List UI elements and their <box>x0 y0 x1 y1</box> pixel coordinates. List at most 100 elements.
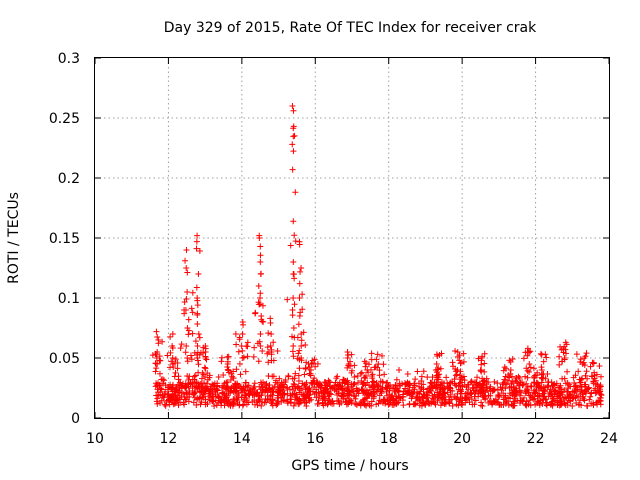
data-point <box>592 390 599 397</box>
data-point <box>191 349 198 356</box>
data-point <box>441 385 448 392</box>
data-point <box>291 232 298 239</box>
data-point <box>182 349 189 356</box>
data-point <box>399 393 406 400</box>
data-point <box>536 383 543 390</box>
data-point <box>452 348 459 355</box>
data-point <box>549 382 556 389</box>
data-point <box>411 401 418 408</box>
data-point <box>477 367 484 374</box>
data-point <box>457 387 464 394</box>
x-tick-label: 16 <box>306 431 324 447</box>
data-point <box>239 402 246 409</box>
data-point <box>404 370 411 377</box>
data-point <box>264 344 271 351</box>
data-point <box>351 362 358 369</box>
data-point <box>157 385 164 392</box>
data-point <box>435 392 442 399</box>
data-point <box>196 388 203 395</box>
data-point <box>507 367 514 373</box>
data-point <box>534 398 541 405</box>
data-point <box>490 398 497 405</box>
data-point <box>250 385 257 392</box>
data-point <box>235 348 242 355</box>
data-point <box>269 396 276 403</box>
data-point <box>299 306 306 313</box>
data-point <box>543 400 550 407</box>
data-point <box>362 375 369 382</box>
data-point <box>152 368 159 375</box>
data-point <box>321 379 328 386</box>
data-point <box>478 402 485 409</box>
data-point <box>393 376 400 383</box>
data-point <box>185 398 192 405</box>
data-point <box>519 379 526 386</box>
data-point <box>368 392 375 399</box>
data-point <box>182 396 189 403</box>
data-point <box>481 368 488 375</box>
data-point <box>224 384 231 391</box>
data-point <box>303 402 310 409</box>
data-point <box>375 361 382 367</box>
data-point <box>296 365 303 372</box>
data-point <box>329 400 336 407</box>
data-point <box>287 392 294 399</box>
data-point <box>374 351 381 358</box>
data-point <box>164 392 171 399</box>
data-point <box>204 380 211 387</box>
data-point <box>159 338 166 345</box>
data-point <box>524 374 531 381</box>
data-point <box>168 358 175 365</box>
data-point <box>454 390 461 397</box>
data-point <box>561 343 568 350</box>
data-point <box>317 384 324 391</box>
data-point <box>290 271 297 277</box>
data-point <box>475 355 482 362</box>
data-point <box>543 354 550 361</box>
data-point <box>416 402 423 409</box>
data-point <box>522 373 529 380</box>
data-point <box>368 350 375 357</box>
data-point <box>582 353 589 360</box>
data-point <box>296 395 303 402</box>
data-point <box>219 389 226 396</box>
data-point <box>227 402 234 409</box>
data-point <box>334 397 341 404</box>
data-point <box>178 341 185 348</box>
data-point <box>291 132 298 139</box>
data-point <box>191 382 198 389</box>
data-point <box>270 339 277 346</box>
data-point <box>302 364 309 371</box>
data-point <box>494 386 501 393</box>
data-point <box>220 390 227 397</box>
data-point <box>280 391 287 398</box>
data-point <box>325 393 332 400</box>
data-point <box>274 398 281 405</box>
data-point <box>596 362 603 369</box>
data-point <box>340 392 347 399</box>
data-point <box>457 394 464 401</box>
x-tick-labels: 10 12 14 16 18 20 22 24 <box>86 431 618 447</box>
data-point <box>301 382 308 389</box>
data-point <box>227 388 234 395</box>
data-point <box>269 388 276 395</box>
data-point <box>339 385 346 392</box>
data-point <box>167 381 174 388</box>
data-point <box>403 390 410 397</box>
data-point <box>203 356 210 363</box>
data-points <box>149 103 605 409</box>
data-point <box>361 401 368 408</box>
data-point <box>409 384 416 391</box>
data-point <box>556 353 563 360</box>
data-point <box>479 353 486 360</box>
data-point <box>442 399 449 406</box>
data-point <box>311 375 318 382</box>
data-point <box>158 397 165 404</box>
data-point <box>527 348 534 355</box>
data-point <box>333 375 340 382</box>
data-point <box>173 386 180 393</box>
chart-title: Day 329 of 2015, Rate Of TEC Index for r… <box>164 20 537 36</box>
data-point <box>289 312 296 319</box>
data-point <box>274 348 281 355</box>
x-tick-label: 22 <box>527 431 545 447</box>
